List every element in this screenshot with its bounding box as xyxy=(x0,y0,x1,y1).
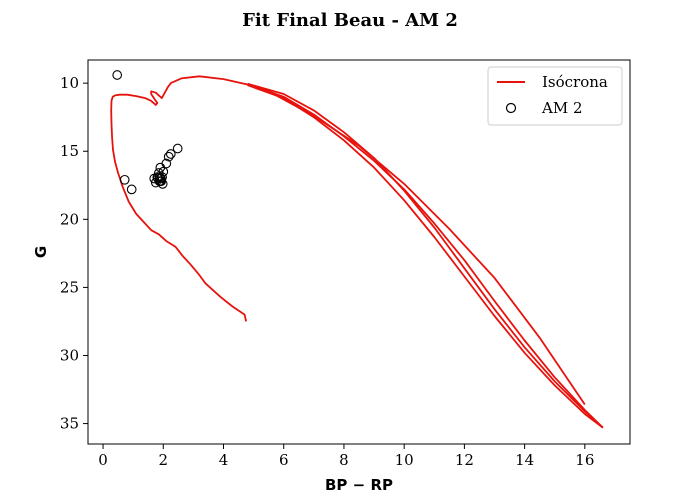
y-tick-label: 30 xyxy=(60,346,79,364)
y-tick-label: 15 xyxy=(60,142,79,160)
legend: Isócrona AM 2 xyxy=(487,66,623,126)
am2-point xyxy=(156,173,166,184)
isocrona-line-0 xyxy=(110,75,604,429)
chart-title: Fit Final Beau - AM 2 xyxy=(242,10,458,31)
y-axis-label: G xyxy=(32,246,50,258)
legend-am2-marker xyxy=(505,102,517,114)
am2-point xyxy=(112,70,123,80)
x-tick-label: 2 xyxy=(159,451,169,469)
isocrona-line-2 xyxy=(247,84,604,429)
legend-isocrona-label: Isócrona xyxy=(542,73,608,91)
axes-frame xyxy=(87,59,631,445)
x-tick-label: 10 xyxy=(395,451,414,469)
legend-am2-label: AM 2 xyxy=(541,99,583,117)
y-axis: 10 15 20 25 30 35 xyxy=(60,74,88,433)
x-tick-label: 6 xyxy=(279,451,289,469)
am2-point xyxy=(126,184,137,195)
am2-point xyxy=(153,173,163,184)
am2-point xyxy=(154,172,165,182)
x-tick-label: 4 xyxy=(219,451,229,469)
isocrona-line-1 xyxy=(247,82,604,429)
x-tick-label: 8 xyxy=(339,451,349,469)
y-tick-label: 10 xyxy=(60,74,79,92)
x-axis-label: BP − RP xyxy=(325,476,393,494)
am2-point xyxy=(119,174,130,185)
am2-point xyxy=(165,149,176,159)
am2-point xyxy=(157,179,168,189)
am2-point xyxy=(158,166,169,177)
isocrona-line-3 xyxy=(268,90,586,406)
x-tick-label: 16 xyxy=(575,451,594,469)
am2-point xyxy=(163,151,174,162)
plot-area xyxy=(110,70,604,429)
x-axis: 0 2 4 6 8 10 12 14 16 xyxy=(98,444,594,469)
y-tick-label: 35 xyxy=(60,415,79,433)
x-tick-label: 0 xyxy=(98,451,108,469)
y-tick-label: 25 xyxy=(60,278,79,296)
x-tick-label: 12 xyxy=(455,451,474,469)
x-tick-label: 14 xyxy=(515,451,534,469)
am2-point xyxy=(161,158,172,169)
am2-point xyxy=(172,143,183,154)
y-tick-label: 20 xyxy=(60,210,79,228)
